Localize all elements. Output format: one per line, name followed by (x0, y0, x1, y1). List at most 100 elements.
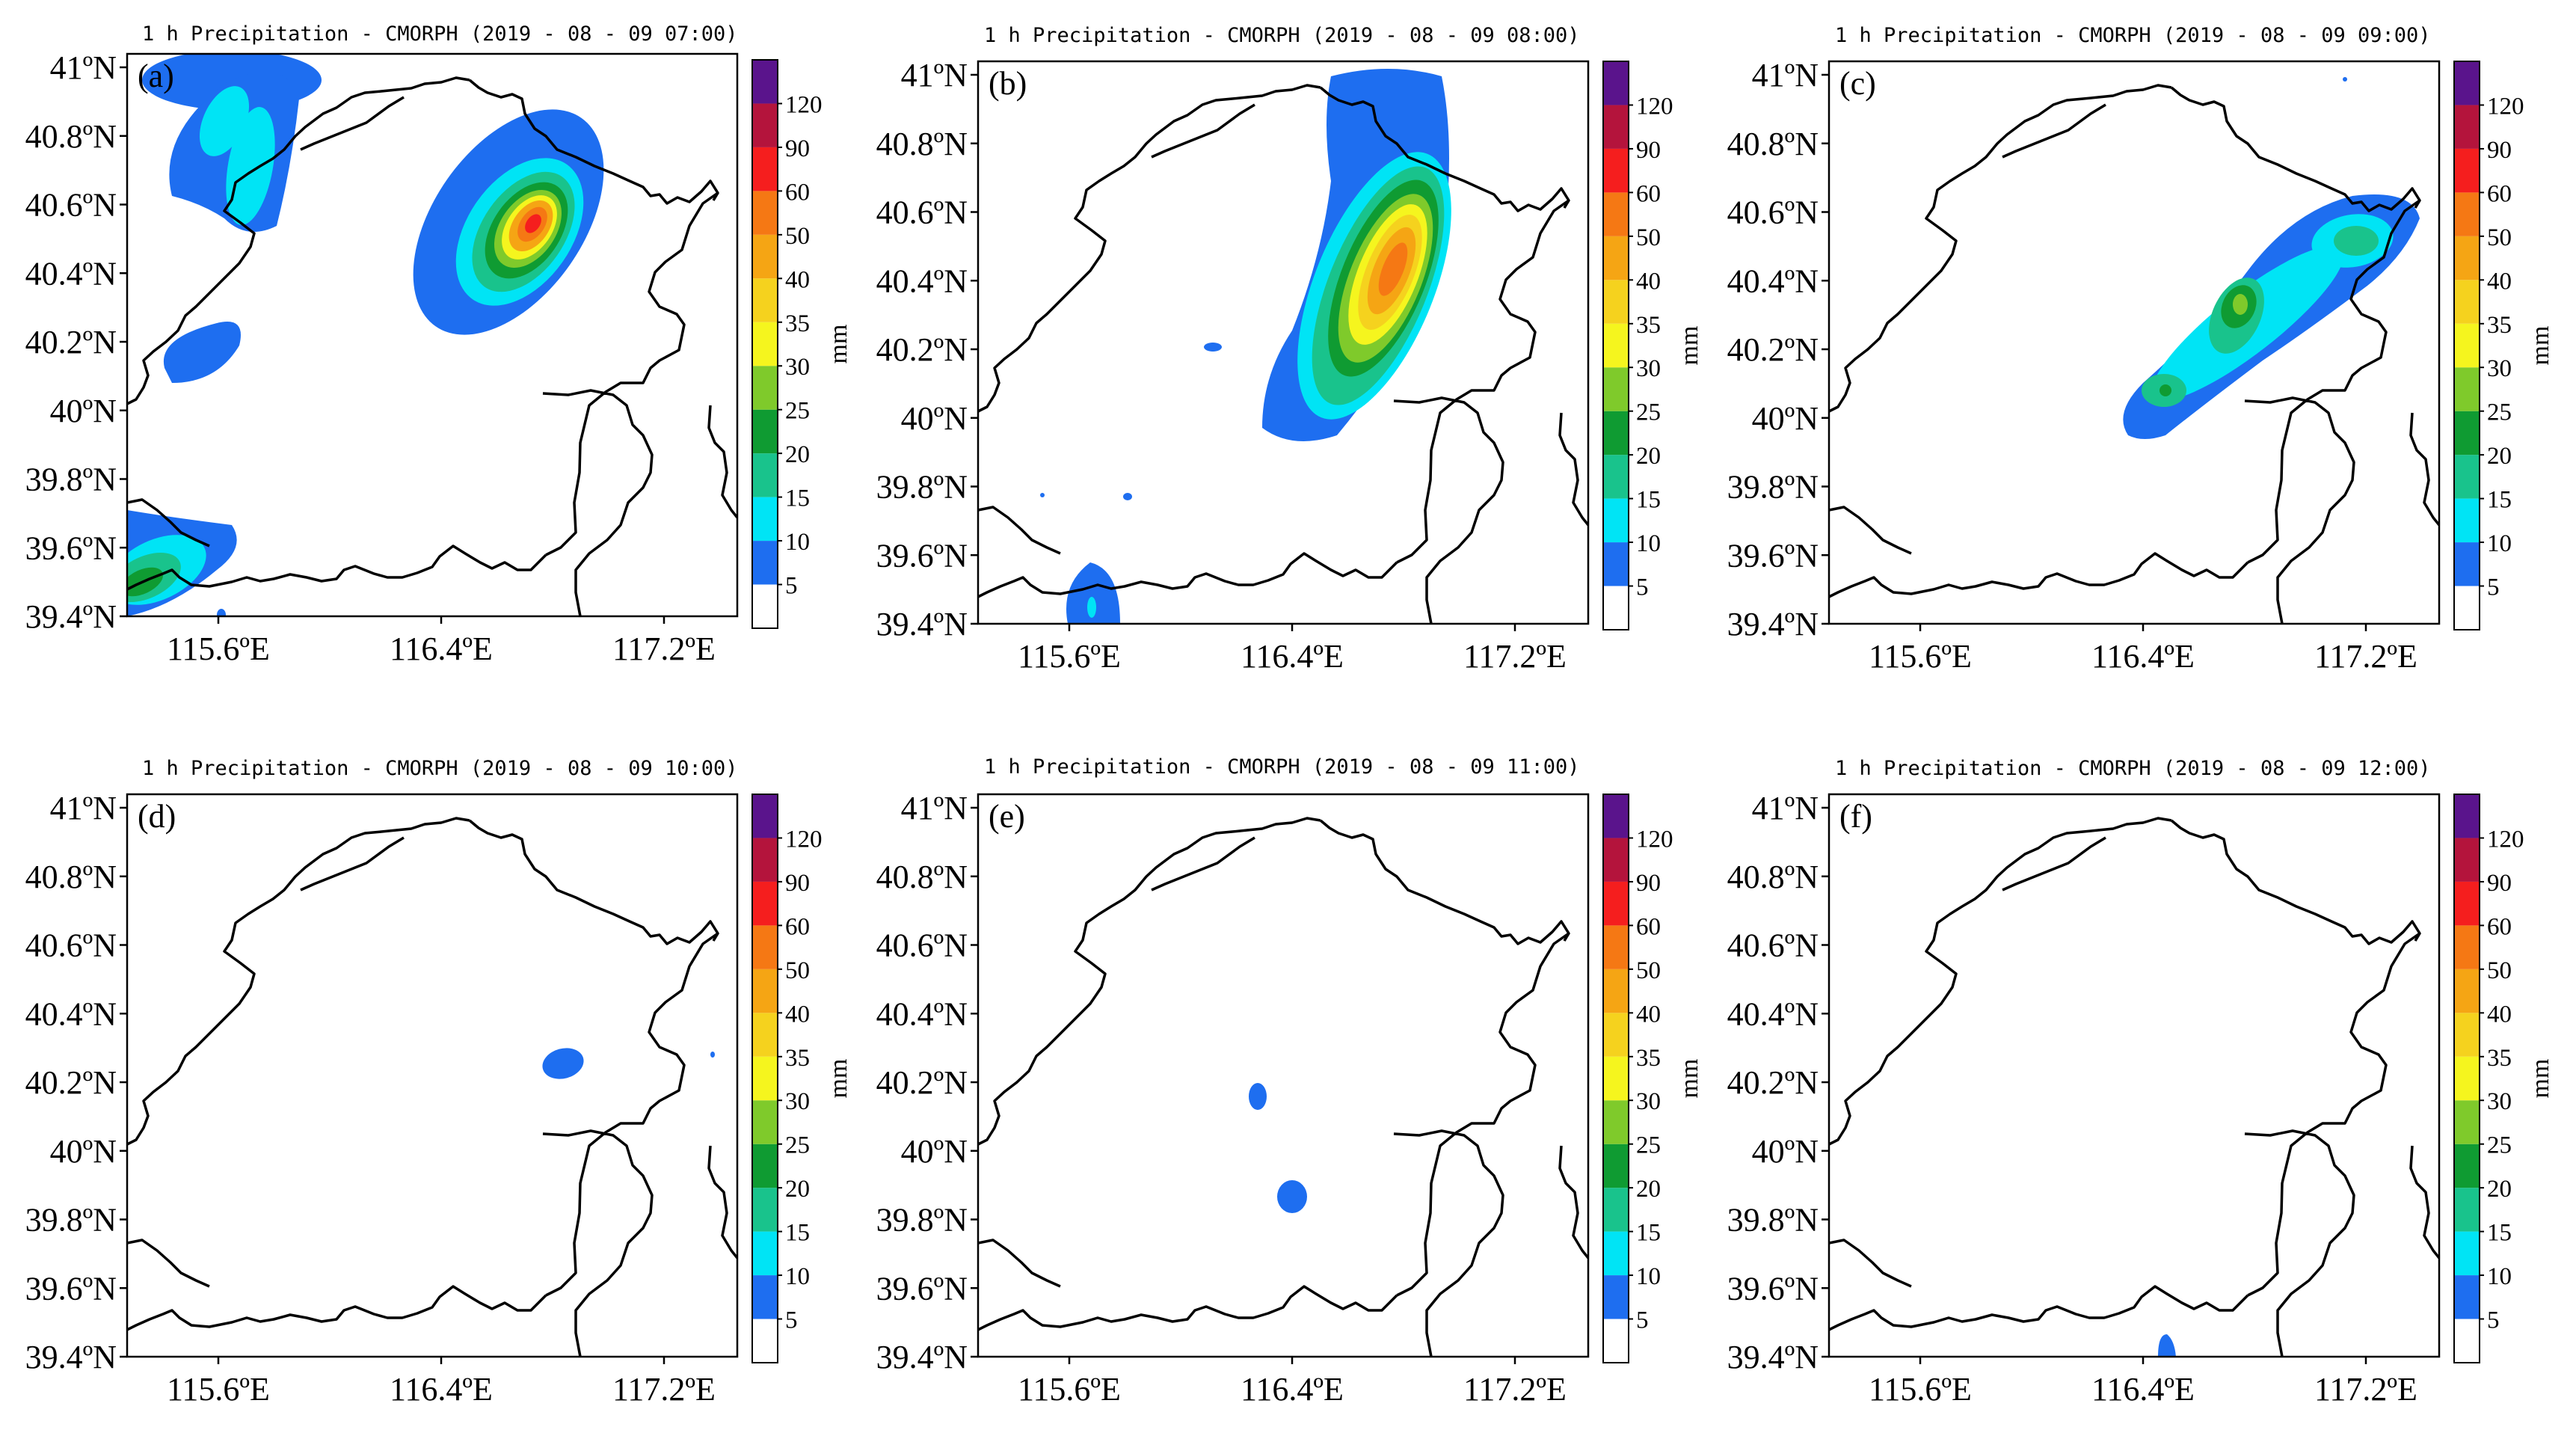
colorbar-unit: mm (2527, 326, 2554, 366)
panel-letter: (a) (138, 58, 174, 94)
colorbar-swatch (752, 1100, 778, 1144)
colorbar-label: 40 (785, 266, 810, 293)
colorbar-swatch (752, 147, 778, 191)
colorbar-swatch (1603, 323, 1629, 368)
colorbar-swatch (2454, 969, 2480, 1013)
lat-tick-label: 40.6ºN (1727, 194, 1819, 231)
panel-c-precip (2123, 77, 2420, 439)
colorbar-label: 20 (2487, 443, 2512, 470)
colorbar-label: 5 (785, 573, 798, 600)
lon-tick-label: 116.4ºE (390, 630, 493, 667)
colorbar-swatch (1603, 794, 1629, 838)
colorbar-label: 90 (2487, 870, 2512, 897)
colorbar-label: 120 (1636, 93, 1673, 120)
lat-tick-label: 40.2ºN (25, 324, 117, 360)
colorbar-label: 60 (785, 179, 810, 206)
colorbar-swatch (752, 1188, 778, 1232)
colorbar-swatch (2454, 455, 2480, 499)
panel-e-precip (1249, 1083, 1307, 1213)
colorbar-swatch (1603, 105, 1629, 149)
panel-f-map (1828, 793, 2441, 1358)
lat-tick-label: 41ºN (50, 790, 117, 826)
colorbar-label: 30 (785, 1088, 810, 1115)
colorbar-swatch (1603, 280, 1629, 324)
lat-tick-label: 39.4ºN (1727, 606, 1819, 642)
panel-title: 1 h Precipitation - CMORPH (2019 - 08 - … (1835, 24, 2431, 47)
colorbar-swatch (752, 497, 778, 541)
lat-tick-label: 39.4ºN (1727, 1339, 1819, 1375)
colorbar-swatch (2454, 61, 2480, 105)
lat-tick-label: 40.4ºN (876, 263, 968, 299)
panel-title: 1 h Precipitation - CMORPH (2019 - 08 - … (142, 757, 738, 780)
colorbar-label: 35 (1636, 312, 1661, 339)
colorbar-label: 20 (785, 1176, 810, 1203)
colorbar-swatch (752, 925, 778, 969)
lon-tick-label: 116.4ºE (390, 1371, 493, 1408)
lat-tick-label: 39.4ºN (25, 1339, 117, 1375)
colorbar-label: 40 (2487, 268, 2512, 295)
colorbar-label: 30 (2487, 1088, 2512, 1115)
colorbar-unit: mm (825, 325, 852, 364)
colorbar-label: 15 (2487, 1220, 2512, 1247)
lat-tick-label: 40ºN (1752, 1133, 1819, 1170)
colorbar-label: 35 (2487, 312, 2512, 339)
colorbar-swatch (1603, 61, 1629, 105)
colorbar-swatch (1603, 1100, 1629, 1144)
lat-tick-label: 40.8ºN (25, 859, 117, 895)
panel-letter: (c) (1839, 65, 1876, 102)
panel-c: 1 h Precipitation - CMORPH (2019 - 08 - … (1727, 24, 2554, 675)
lon-tick-label: 117.2ºE (1463, 638, 1567, 675)
colorbar-swatch (752, 322, 778, 366)
lat-tick-label: 40.4ºN (25, 995, 117, 1032)
lat-tick-label: 40.4ºN (1727, 263, 1819, 299)
lon-tick-label: 117.2ºE (612, 630, 716, 667)
lon-tick-label: 117.2ºE (2314, 1371, 2417, 1408)
lat-tick-label: 39.6ºN (25, 1270, 117, 1307)
colorbar-swatch (2454, 1144, 2480, 1188)
lat-tick-label: 40.6ºN (876, 194, 968, 231)
colorbar-swatch (2454, 838, 2480, 882)
lon-tick-label: 115.6ºE (1018, 638, 1121, 675)
colorbar-label: 30 (2487, 355, 2512, 382)
colorbar-label: 20 (1636, 1176, 1661, 1203)
colorbar-label: 120 (785, 826, 823, 853)
colorbar-label: 120 (2487, 826, 2524, 853)
colorbar-label: 40 (785, 1001, 810, 1028)
colorbar-frame (1602, 794, 1629, 1363)
colorbar-swatch (2454, 192, 2480, 236)
lon-tick-label: 115.6ºE (1018, 1371, 1121, 1408)
panel-letter: (b) (989, 65, 1027, 102)
lon-tick-label: 116.4ºE (2091, 1371, 2195, 1408)
colorbar-label: 10 (2487, 530, 2512, 557)
lon-tick-label: 115.6ºE (167, 1371, 270, 1408)
colorbar-label: 50 (785, 223, 810, 250)
colorbar-label: 60 (785, 913, 810, 940)
colorbar-swatch (2454, 1319, 2480, 1363)
colorbar: 5 10 15 20 25 30 35 40 50 60 90 120 mm (1602, 61, 1703, 630)
colorbar-swatch (1603, 1056, 1629, 1101)
lat-tick-label: 41ºN (901, 57, 968, 93)
lat-tick-label: 39.8ºN (1727, 469, 1819, 506)
colorbar-swatch (1603, 192, 1629, 236)
lat-tick-label: 40ºN (901, 1133, 968, 1170)
lat-tick-label: 40.2ºN (1727, 1064, 1819, 1101)
colorbar-swatch (1603, 148, 1629, 193)
colorbar-frame (2453, 794, 2480, 1363)
colorbar-unit: mm (825, 1059, 852, 1099)
colorbar-swatch (1603, 1231, 1629, 1276)
colorbar-frame (751, 59, 778, 629)
colorbar-label: 5 (785, 1307, 798, 1334)
colorbar-label: 35 (785, 310, 810, 337)
colorbar-label: 30 (785, 354, 810, 381)
panel-e-map (977, 793, 1590, 1358)
colorbar-label: 90 (785, 870, 810, 897)
colorbar-swatch (2454, 1275, 2480, 1319)
colorbar-label: 10 (785, 1263, 810, 1290)
colorbar-label: 25 (2487, 399, 2512, 426)
colorbar-label: 90 (2487, 137, 2512, 164)
panel-b: 1 h Precipitation - CMORPH (2019 - 08 - … (876, 24, 1703, 675)
colorbar-label: 5 (1636, 574, 1649, 601)
colorbar: 5 10 15 20 25 30 35 40 50 60 90 120 mm (751, 59, 852, 629)
colorbar-label: 40 (1636, 1001, 1661, 1028)
